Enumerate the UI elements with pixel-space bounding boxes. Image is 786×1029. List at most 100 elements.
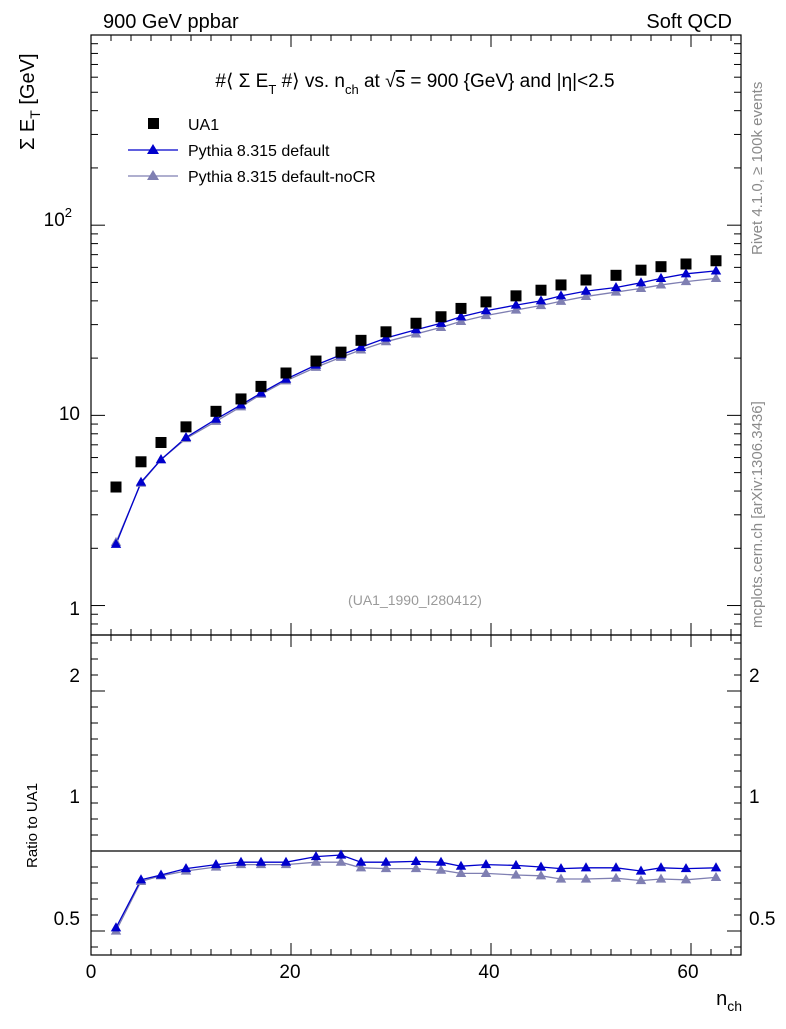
ratio-point-pythia-default-9 [335, 849, 347, 859]
ratio-point-pythia-nocr-8 [310, 856, 322, 866]
main-point-ua1-5 [235, 393, 247, 405]
main-point-pythia-default-18 [555, 290, 567, 300]
main-ytick-label-1: 1 [69, 599, 80, 620]
ratio-ytick-label-right-1: 1 [749, 787, 760, 808]
ratio-point-pythia-default-17 [535, 861, 547, 871]
ratio-point-pythia-default-15 [480, 859, 492, 869]
legend-ua1-marker [148, 118, 159, 129]
main-point-ua1-13 [435, 311, 447, 323]
ratio-point-pythia-nocr-18 [555, 873, 567, 883]
header-left-label: 900 GeV ppbar [103, 11, 239, 33]
main-point-ua1-18 [555, 279, 567, 291]
main-y-axis-label: Σ ET [GeV] [17, 53, 43, 150]
ratio-point-pythia-default-6 [255, 856, 267, 866]
main-point-pythia-default-19 [580, 285, 592, 295]
main-point-ua1-12 [410, 317, 422, 329]
legend-ua1-label: UA1 [188, 117, 219, 134]
plot-title: #⟨ Σ ET #⟩ vs. nch at √s = 900 {GeV} and… [215, 71, 614, 97]
main-point-ua1-21 [635, 264, 647, 276]
main-ytick-label-10: 10 [59, 404, 80, 425]
ratio-point-pythia-nocr-10 [355, 862, 367, 872]
ratio-point-pythia-default-22 [655, 862, 667, 872]
main-point-ua1-22 [655, 261, 667, 273]
ratio-point-pythia-default-4 [210, 859, 222, 869]
main-point-pythia-default-0 [110, 538, 122, 548]
ratio-point-pythia-nocr-17 [535, 870, 547, 880]
main-point-pythia-nocr-24 [710, 272, 722, 282]
ratio-panel-ticks [90, 635, 741, 955]
rivet-info-label: Rivet 4.1.0, ≥ 100k events [749, 82, 766, 255]
ratio-point-pythia-default-23 [680, 863, 692, 873]
main-panel-ticks [90, 34, 741, 636]
ratio-y-axis-label: Ratio to UA1 [24, 783, 41, 868]
main-point-pythia-nocr-23 [680, 276, 692, 286]
ratio-panel-frame [90, 634, 742, 956]
ratio-line-pythia-nocr [115, 861, 717, 932]
ratio-point-pythia-default-3 [180, 863, 192, 873]
main-point-ua1-8 [310, 355, 322, 367]
mcplots-label: mcplots.cern.ch [arXiv:1306.3436] [749, 401, 766, 628]
main-point-ua1-9 [335, 346, 347, 358]
main-point-pythia-default-20 [610, 282, 622, 292]
main-ytick-label-100: 102 [44, 205, 72, 231]
main-point-pythia-nocr-21 [635, 282, 647, 292]
ratio-point-pythia-default-16 [510, 859, 522, 869]
main-point-pythia-default-12 [410, 324, 422, 334]
reference-dataset-label: (UA1_1990_I280412) [348, 592, 482, 608]
main-point-ua1-23 [680, 258, 692, 270]
main-point-pythia-nocr-18 [555, 295, 567, 305]
ratio-point-pythia-default-18 [555, 863, 567, 873]
ratio-point-pythia-nocr-11 [380, 863, 392, 873]
main-point-pythia-default-10 [355, 341, 367, 351]
ratio-point-pythia-nocr-21 [635, 875, 647, 885]
ratio-point-pythia-default-0 [110, 922, 122, 932]
ratio-point-pythia-nocr-15 [480, 867, 492, 877]
main-point-pythia-default-17 [535, 295, 547, 305]
main-point-pythia-default-1 [135, 476, 147, 486]
main-point-pythia-default-4 [210, 413, 222, 423]
main-point-ua1-16 [510, 290, 522, 302]
x-axis-label: nch [716, 988, 742, 1014]
ratio-point-pythia-default-1 [135, 874, 147, 884]
ratio-ytick-label-left-1: 1 [69, 787, 80, 808]
ratio-point-pythia-nocr-12 [410, 863, 422, 873]
legend-pythia-nocr-marker [147, 170, 159, 180]
ratio-point-pythia-nocr-9 [335, 856, 347, 866]
main-point-ua1-24 [710, 255, 722, 267]
legend: UA1 Pythia 8.315 default Pythia 8.315 de… [128, 117, 376, 186]
ratio-point-pythia-default-10 [355, 856, 367, 866]
legend-pythia-default-marker [147, 144, 159, 154]
main-point-pythia-default-2 [155, 454, 167, 464]
main-point-pythia-default-24 [710, 265, 722, 275]
ratio-point-pythia-default-8 [310, 851, 322, 861]
xtick-label-0: 0 [86, 962, 97, 983]
ratio-ytick-label-left-2: 2 [69, 666, 80, 687]
ratio-point-pythia-default-20 [610, 862, 622, 872]
main-point-ua1-10 [355, 334, 367, 346]
main-point-ua1-19 [580, 274, 592, 286]
xtick-label-60: 60 [677, 962, 698, 983]
header-right-label: Soft QCD [646, 11, 732, 33]
main-line-pythia-default [115, 270, 717, 545]
main-point-ua1-6 [255, 380, 267, 392]
main-point-pythia-default-6 [255, 387, 267, 397]
main-panel-series [110, 255, 722, 548]
ratio-point-pythia-default-13 [435, 856, 447, 866]
main-point-ua1-11 [380, 326, 392, 338]
ratio-point-pythia-default-5 [235, 856, 247, 866]
ratio-point-pythia-nocr-14 [455, 867, 467, 877]
ratio-point-pythia-default-7 [280, 856, 292, 866]
ratio-point-pythia-default-2 [155, 869, 167, 879]
main-point-ua1-7 [280, 367, 292, 379]
main-point-pythia-default-23 [680, 268, 692, 278]
ratio-point-pythia-nocr-24 [710, 871, 722, 881]
main-point-pythia-default-14 [455, 311, 467, 321]
ratio-point-pythia-default-11 [380, 856, 392, 866]
main-point-ua1-0 [110, 481, 122, 493]
main-point-ua1-2 [155, 436, 167, 448]
ratio-point-pythia-nocr-23 [680, 874, 692, 884]
ratio-ytick-label-left-0.5: 0.5 [54, 909, 80, 930]
main-point-pythia-nocr-16 [510, 304, 522, 314]
ratio-point-pythia-default-12 [410, 855, 422, 865]
